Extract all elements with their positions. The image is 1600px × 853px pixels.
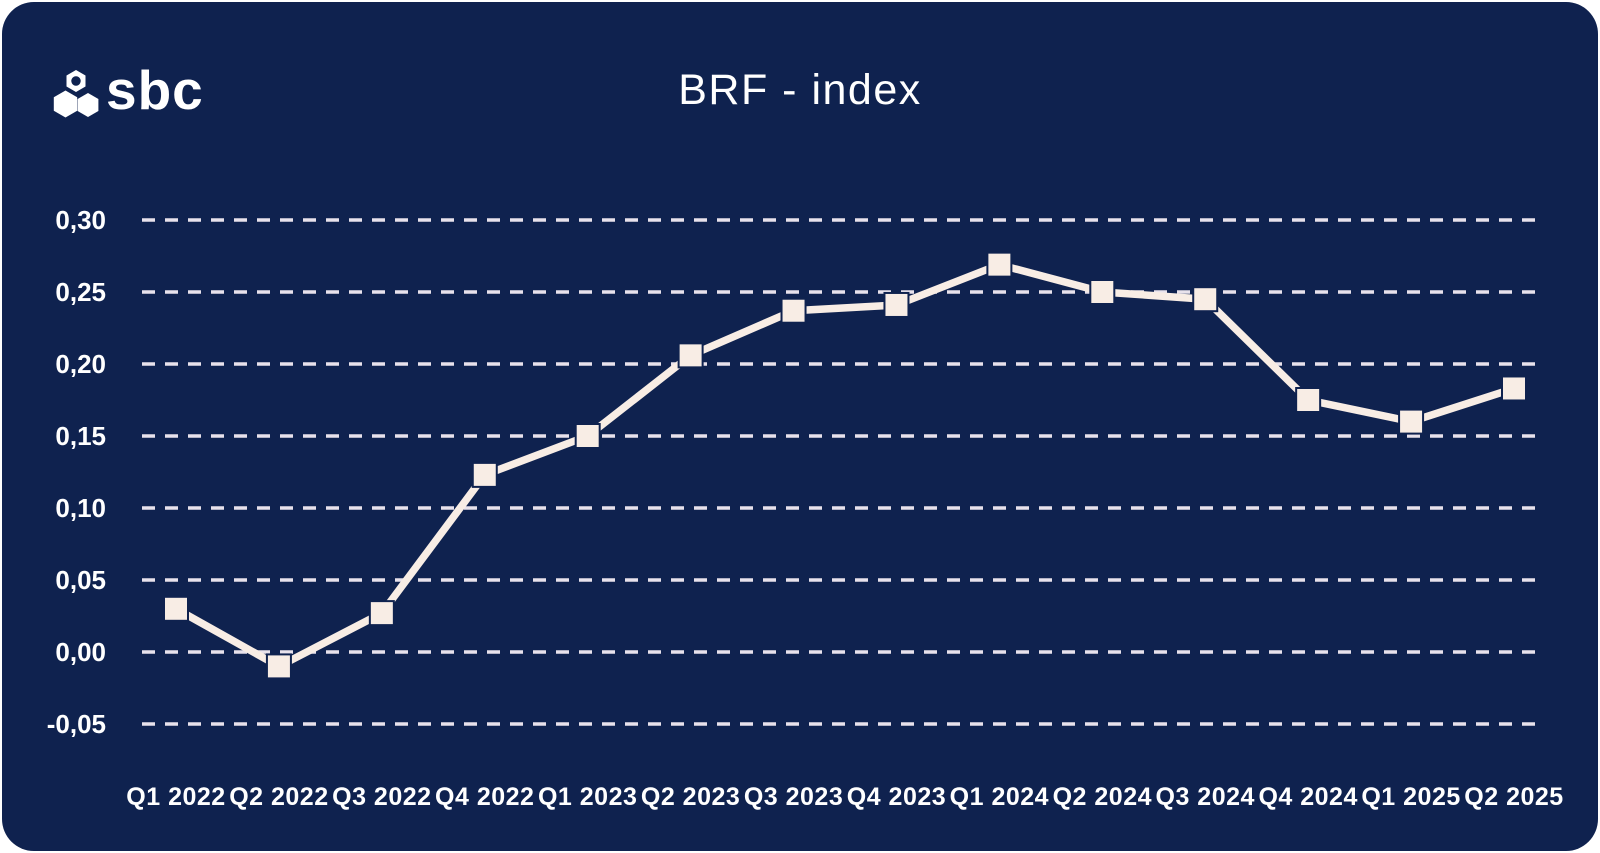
series-line	[174, 260, 1516, 671]
hexagon-cluster-icon	[53, 70, 99, 118]
x-axis-tick-label: Q1 2023	[538, 783, 637, 811]
x-axis-tick-label: Q3 2024	[1156, 783, 1255, 811]
data-point-marker	[1192, 286, 1219, 313]
x-axis-tick-label: Q1 2025	[1361, 783, 1460, 811]
x-axis-tick-label: Q1 2024	[950, 783, 1049, 811]
data-point-marker	[265, 653, 292, 680]
y-axis-tick-label: -0,05	[47, 709, 106, 739]
data-point-marker	[1089, 279, 1116, 305]
y-axis-tick-label: 0,10	[55, 493, 106, 523]
x-axis-tick-label: Q2 2023	[641, 783, 740, 811]
y-axis-tick-label: 0,05	[55, 565, 106, 595]
data-point-marker	[1295, 387, 1322, 413]
y-axis-tick-label: 0,20	[55, 349, 106, 379]
y-axis-tick-label: 0,30	[55, 205, 106, 235]
data-point-marker	[1501, 375, 1527, 402]
chart-title: BRF - index	[678, 66, 922, 114]
data-point-marker	[1398, 408, 1425, 435]
x-axis-tick-label: Q4 2024	[1258, 783, 1357, 811]
data-point-marker	[677, 342, 704, 369]
x-axis-tick-label: Q4 2022	[435, 783, 534, 811]
hexagon-bottom-right	[77, 93, 99, 117]
sbc-logo-text: sbc	[106, 59, 204, 121]
x-axis-tick-label: Q2 2025	[1464, 783, 1563, 811]
hexagon-top-ring	[66, 70, 86, 92]
sbc-logo: sbc	[50, 58, 310, 124]
data-point-marker	[368, 600, 395, 627]
y-axis-tick-label: 0,15	[55, 421, 106, 451]
x-axis-tick-label: Q3 2022	[332, 783, 431, 811]
x-axis-tick-label: Q3 2023	[744, 783, 843, 811]
x-axis-tick-label: Q1 2022	[126, 783, 225, 811]
data-point-marker	[163, 595, 189, 622]
x-axis-tick-label: Q4 2023	[847, 783, 946, 811]
y-axis-tick-label: 0,00	[55, 637, 106, 667]
data-point-marker	[986, 251, 1013, 278]
data-point-marker	[780, 297, 807, 324]
y-axis-tick-label: 0,25	[55, 277, 106, 307]
x-axis-tick-label: Q2 2024	[1053, 783, 1152, 811]
hexagon-bottom-left	[53, 90, 78, 118]
data-point-marker	[883, 291, 910, 318]
data-point-marker	[471, 461, 498, 488]
x-axis-tick-label: Q2 2022	[229, 783, 328, 811]
data-point-marker	[574, 423, 601, 449]
